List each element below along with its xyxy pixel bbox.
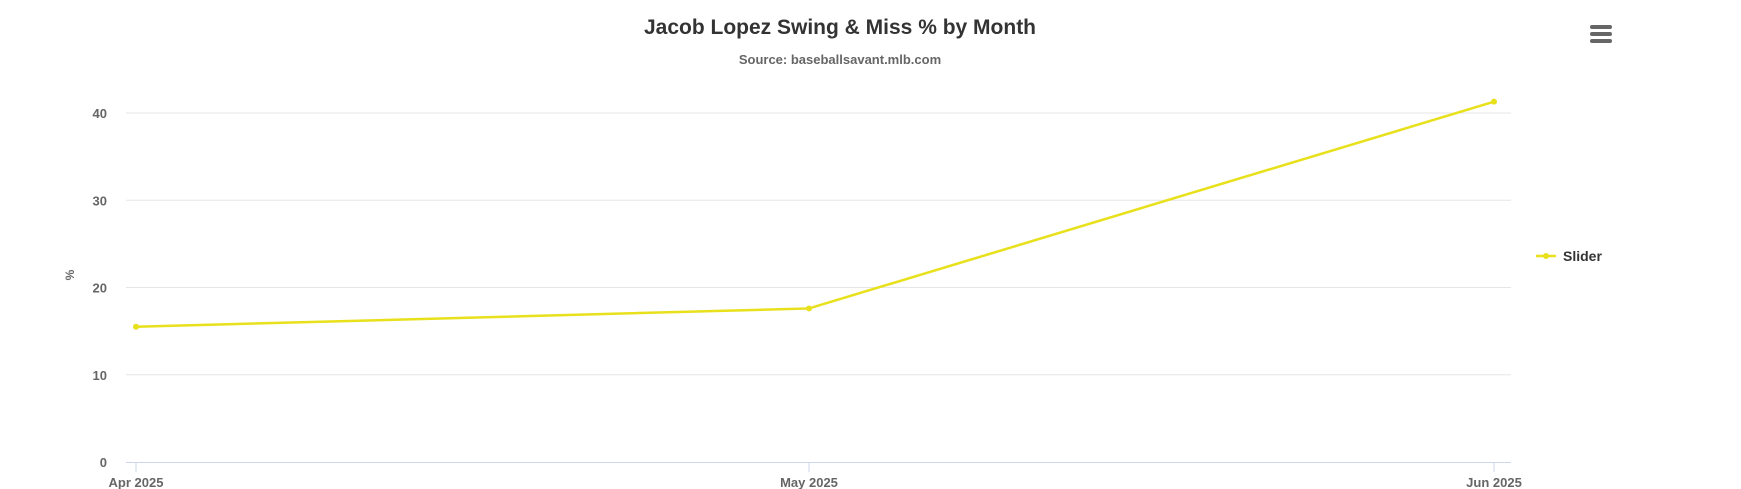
series-line-slider (135, 100, 1495, 329)
x-tick-label: May 2025 (780, 475, 838, 489)
data-point (133, 323, 139, 330)
chart-title: Jacob Lopez Swing & Miss % by Month (643, 16, 1037, 39)
data-point (806, 305, 812, 312)
y-tick-label: 20 (93, 281, 107, 296)
data-point (1491, 98, 1497, 105)
y-tick-label: 40 (93, 106, 107, 121)
y-axis-label: % (63, 269, 77, 280)
x-tick-label: Apr 2025 (109, 475, 164, 489)
chart-subtitle: Source: baseballsavant.mlb.com (738, 52, 942, 67)
y-tick-label: 30 (93, 193, 107, 208)
y-tick-label: 0 (100, 455, 107, 470)
legend-marker (1543, 253, 1549, 259)
y-tick-label: 10 (93, 368, 107, 383)
x-tick-label: Jun 2025 (1466, 475, 1522, 489)
hamburger-menu-icon[interactable] (1590, 25, 1612, 43)
legend-item-label[interactable]: Slider (1563, 248, 1602, 264)
